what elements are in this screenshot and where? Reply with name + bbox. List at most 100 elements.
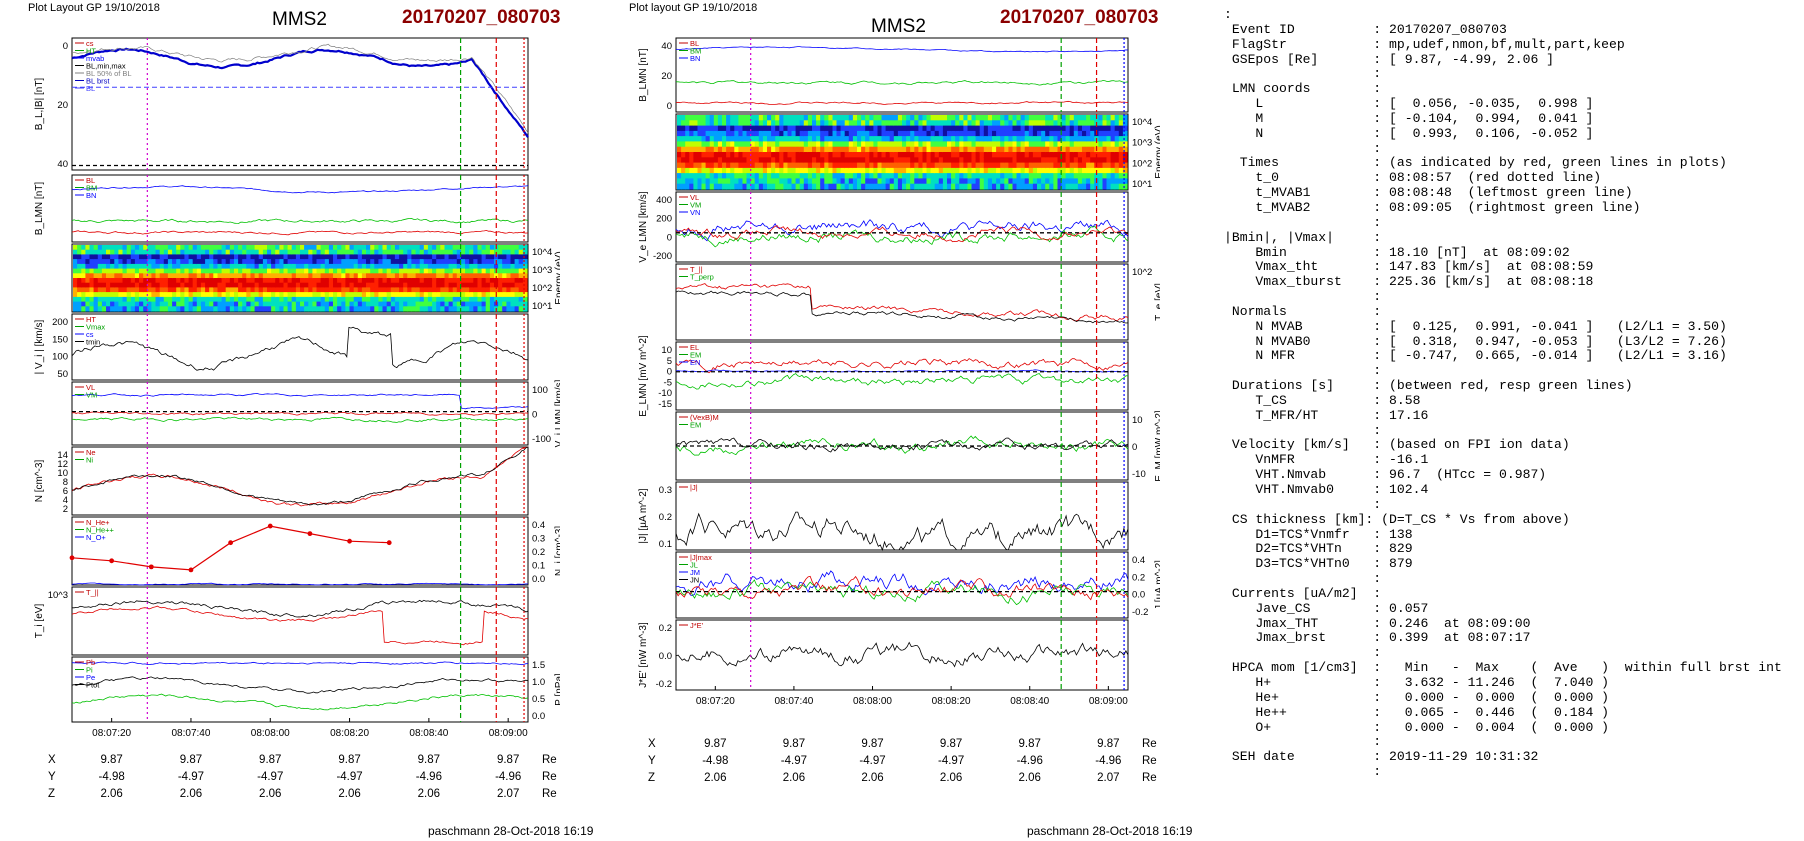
spectrogram-cell bbox=[889, 115, 895, 121]
spectrogram-cell bbox=[118, 273, 124, 279]
spectrogram-cell bbox=[787, 162, 793, 169]
spectrogram-cell bbox=[126, 259, 132, 265]
spectrogram-cell bbox=[857, 178, 862, 185]
spectrogram-cell bbox=[975, 120, 981, 127]
spectrogram-cell bbox=[134, 245, 140, 251]
spectrogram-cell bbox=[861, 178, 866, 185]
spectrogram-cell bbox=[681, 173, 686, 179]
spectrogram-cell bbox=[130, 301, 136, 307]
event-summary: : Event ID : 20170207_080703 FlagStr : m… bbox=[1224, 7, 1782, 780]
spectrogram-cell bbox=[677, 173, 682, 179]
summary-line: Vmax_tburst : 225.36 [km/s] at 08:08:18 bbox=[1224, 274, 1594, 290]
spectrogram-cell bbox=[807, 152, 813, 158]
spectrogram-cell bbox=[1122, 120, 1128, 127]
spectrogram-cell bbox=[477, 292, 483, 298]
spectrogram-cell bbox=[1032, 178, 1038, 185]
spectrogram-cell bbox=[942, 115, 948, 121]
spectrogram-cell bbox=[975, 115, 981, 121]
spectrogram-cell bbox=[885, 157, 891, 164]
spectrogram-cell bbox=[828, 173, 834, 179]
spectrogram-cell bbox=[143, 254, 148, 260]
spectrogram-cell bbox=[341, 301, 346, 307]
spectrogram-cell bbox=[444, 273, 450, 279]
series-line bbox=[71, 217, 529, 224]
summary-line: He++ : 0.065 - 0.446 ( 0.184 ) bbox=[1224, 704, 1610, 720]
spectrogram-cell bbox=[1082, 136, 1087, 142]
spectrogram-cell bbox=[353, 306, 359, 312]
legend-entry: tmin bbox=[86, 338, 100, 347]
panel-frame bbox=[71, 586, 529, 656]
spectrogram-cell bbox=[1106, 146, 1112, 153]
spectrogram-cell bbox=[1082, 183, 1087, 190]
spectrogram-cell bbox=[394, 268, 400, 274]
spectrogram-cell bbox=[1049, 183, 1054, 190]
spectrogram-cell bbox=[713, 157, 719, 164]
spectrogram-cell bbox=[139, 254, 144, 260]
spectrogram-cell bbox=[275, 282, 280, 288]
spectrogram-cell bbox=[889, 162, 895, 169]
spectrogram-cell bbox=[758, 115, 764, 121]
spectrogram-cell bbox=[242, 292, 247, 298]
spectrogram-cell bbox=[1086, 141, 1091, 148]
spectrogram-cell bbox=[877, 173, 883, 179]
spectrogram-cell bbox=[333, 249, 338, 255]
spectrogram-cell bbox=[155, 259, 161, 265]
summary-line: : bbox=[1224, 66, 1382, 82]
spectrogram-cell bbox=[930, 152, 936, 158]
spectrogram-cell bbox=[514, 254, 520, 260]
spectrogram-cell bbox=[378, 287, 384, 293]
spectrogram-cell bbox=[254, 263, 260, 270]
spectrogram-cell bbox=[812, 130, 817, 137]
spectrogram-cell bbox=[176, 254, 181, 260]
spectrogram-cell bbox=[697, 157, 703, 164]
spectrogram-cell bbox=[1012, 146, 1018, 153]
spectrogram-cell bbox=[77, 301, 82, 307]
spectrogram-cell bbox=[840, 146, 846, 153]
spectrogram-cell bbox=[238, 296, 243, 303]
spectrogram-cell bbox=[304, 268, 309, 274]
spectrogram-cell bbox=[403, 278, 408, 284]
spectrogram-cell bbox=[787, 146, 793, 153]
spectrogram-cell bbox=[337, 268, 342, 274]
spectrogram-cell bbox=[1024, 162, 1030, 169]
spectrogram-cell bbox=[283, 278, 289, 284]
spectrogram-cell bbox=[167, 254, 173, 260]
spectrogram-cell bbox=[1057, 136, 1063, 142]
spectrogram-cell bbox=[840, 157, 846, 164]
spectrogram-cell bbox=[1098, 120, 1104, 127]
spectrogram-cell bbox=[106, 306, 111, 312]
legend-entry: EN bbox=[690, 358, 700, 367]
spectrogram-cell bbox=[300, 254, 305, 260]
spectrogram-cell bbox=[225, 245, 231, 251]
spectrogram-cell bbox=[361, 292, 367, 298]
spectrogram-cell bbox=[97, 268, 103, 274]
spectrogram-cell bbox=[971, 146, 977, 153]
spectrogram-cell bbox=[865, 183, 870, 190]
spectrogram-cell bbox=[1041, 141, 1046, 148]
spectrogram-cell bbox=[506, 292, 512, 298]
spectrogram-cell bbox=[366, 292, 371, 298]
y-tick-label: 40 bbox=[57, 159, 68, 170]
spectrogram-cell bbox=[1098, 115, 1104, 121]
spectrogram-cell bbox=[959, 130, 964, 137]
spectrogram-cell bbox=[320, 245, 326, 251]
spectrogram-cell bbox=[1037, 152, 1042, 158]
spectrogram-cell bbox=[693, 130, 699, 137]
spectrogram-cell bbox=[213, 259, 218, 265]
spectrogram-cell bbox=[205, 245, 210, 251]
spectrogram-cell bbox=[448, 306, 454, 312]
spectrogram-cell bbox=[832, 173, 838, 179]
spectrogram-cell bbox=[188, 278, 194, 284]
spectrogram-cell bbox=[775, 162, 780, 169]
spectrogram-cell bbox=[427, 301, 433, 307]
spectrogram-cell bbox=[225, 273, 231, 279]
series-line bbox=[71, 605, 529, 646]
spectrogram-cell bbox=[93, 287, 99, 293]
spectrogram-cell bbox=[432, 254, 437, 260]
spectrogram-cell bbox=[498, 292, 503, 298]
spectrogram-cell bbox=[213, 282, 218, 288]
spectrogram-cell bbox=[1016, 141, 1022, 148]
spectrogram-cell bbox=[378, 282, 384, 288]
spectrogram-cell bbox=[754, 162, 760, 169]
spectrogram-cell bbox=[959, 178, 964, 185]
